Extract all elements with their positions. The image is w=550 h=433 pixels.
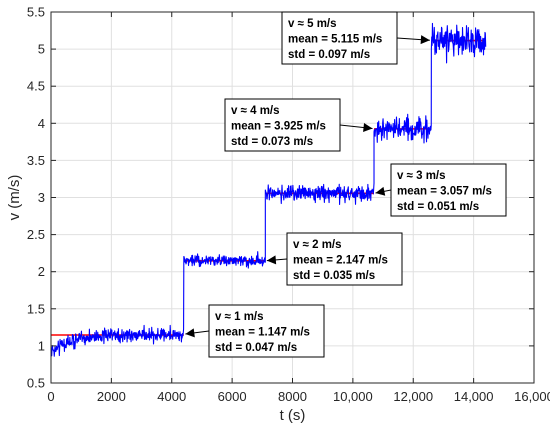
x-tick-label: 0 [47,389,54,404]
x-tick-label: 2000 [97,389,126,404]
annotation-box [286,232,403,286]
annotations: v ≈ 1 m/s mean = 1.147 m/s std = 0.047 m/s… [185,11,507,358]
annotation-text-line: mean = 3.057 m/s [397,186,492,198]
y-tick-label: 3 [38,190,45,205]
annotation-box [390,163,507,217]
y-tick-label: 3.5 [27,153,45,168]
annotation-box [208,304,325,358]
annotation-arrow-head [363,123,373,133]
x-axis-label: t (s) [280,407,306,424]
annotation-text-line: std = 0.035 m/s [293,270,375,282]
x-tick-label: 4000 [157,389,186,404]
annotation-text-line: std = 0.051 m/s [397,201,479,213]
y-tick-label: 4.5 [27,79,45,94]
annotation-text-line: v ≈ 1 m/s [215,311,264,323]
annotation-4: v ≈ 4 m/s mean = 3.925 m/s std = 0.073 m/s [224,98,373,152]
x-tick-label: 14,000 [454,389,494,404]
x-tick-label: 16,000 [514,389,550,404]
annotation-5: v ≈ 5 m/s mean = 5.115 m/s std = 0.097 m/s [281,11,430,65]
y-tick-label: 0.5 [27,376,45,391]
y-tick-label: 1 [38,338,45,353]
x-tick-label: 6000 [218,389,247,404]
annotation-1: v ≈ 1 m/s mean = 1.147 m/s std = 0.047 m/s [185,304,325,358]
annotation-text-line: v ≈ 4 m/s [231,105,280,117]
annotation-arrow-head [375,186,386,196]
annotation-text-line: mean = 2.147 m/s [293,255,388,267]
annotation-2: v ≈ 2 m/s mean = 2.147 m/s std = 0.035 m/s [266,232,403,286]
velocity-signal-line [50,22,487,357]
annotation-text-line: v ≈ 5 m/s [288,18,337,30]
axis-ticks: 0 2000 4000 6000 8000 10,000 12,000 14,000 16,00… [27,5,550,405]
annotation-arrow-head [420,35,430,45]
annotation-text-line: mean = 1.147 m/s [215,327,310,339]
annotation-arrow-head [266,255,277,265]
y-tick-label: 2 [38,264,45,279]
annotation-text-line: v ≈ 2 m/s [293,239,342,251]
x-tick-label: 8000 [278,389,307,404]
y-tick-label: 5.5 [27,5,45,20]
annotation-box [224,98,341,152]
annotation-text-line: std = 0.097 m/s [288,49,370,61]
annotation-arrow-head [185,328,195,338]
signal-trace [50,22,487,357]
y-tick-label: 5 [38,42,45,57]
y-tick-label: 1.5 [27,301,45,316]
annotation-text-line: std = 0.073 m/s [231,136,313,148]
annotation-text-line: mean = 5.115 m/s [288,34,382,46]
x-tick-label: 12,000 [393,389,433,404]
annotation-text-line: v ≈ 3 m/s [397,170,446,182]
y-tick-label: 2.5 [27,227,45,242]
y-axis-label: v (m/s) [6,175,23,221]
annotation-text-line: std = 0.047 m/s [215,342,297,354]
annotation-box [281,11,398,65]
y-tick-label: 4 [38,116,45,131]
annotation-3: v ≈ 3 m/s mean = 3.057 m/s std = 0.051 m/s [375,163,507,217]
x-tick-label: 10,000 [333,389,373,404]
annotation-text-line: mean = 3.925 m/s [231,121,326,133]
